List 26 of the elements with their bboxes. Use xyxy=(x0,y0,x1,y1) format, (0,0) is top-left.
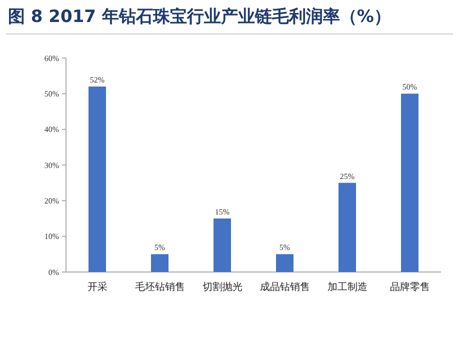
data-label: 5% xyxy=(279,243,290,252)
data-label: 52% xyxy=(90,76,105,85)
y-tick-label: 40% xyxy=(44,125,60,134)
x-tick-label: 切割抛光 xyxy=(202,281,242,293)
bar xyxy=(88,86,106,272)
y-tick-label: 20% xyxy=(44,196,60,206)
bar xyxy=(214,218,231,272)
y-tick-label: 50% xyxy=(44,89,60,98)
y-tick-label: 0% xyxy=(48,268,60,277)
bar xyxy=(401,94,418,272)
x-tick-label: 开采 xyxy=(87,281,108,293)
x-tick-label: 成品钻销售 xyxy=(260,281,310,293)
y-tick-label: 30% xyxy=(44,160,60,170)
data-label: 25% xyxy=(340,172,355,181)
data-label: 50% xyxy=(402,82,418,92)
x-tick-label: 品牌零售 xyxy=(390,281,430,293)
y-tick-label: 10% xyxy=(44,232,60,242)
bar xyxy=(338,182,356,272)
data-label: 15% xyxy=(214,208,230,216)
bar xyxy=(276,254,294,272)
x-tick-label: 毛坯钻销售 xyxy=(134,281,185,293)
data-label: 5% xyxy=(154,243,166,252)
x-tick-label: 加工制造 xyxy=(327,281,368,293)
chart-title: 图 8 2017 年钻石珠宝行业产业链毛利润率（%） xyxy=(8,7,391,27)
bar xyxy=(151,254,168,272)
y-tick-label: 60% xyxy=(44,54,60,63)
